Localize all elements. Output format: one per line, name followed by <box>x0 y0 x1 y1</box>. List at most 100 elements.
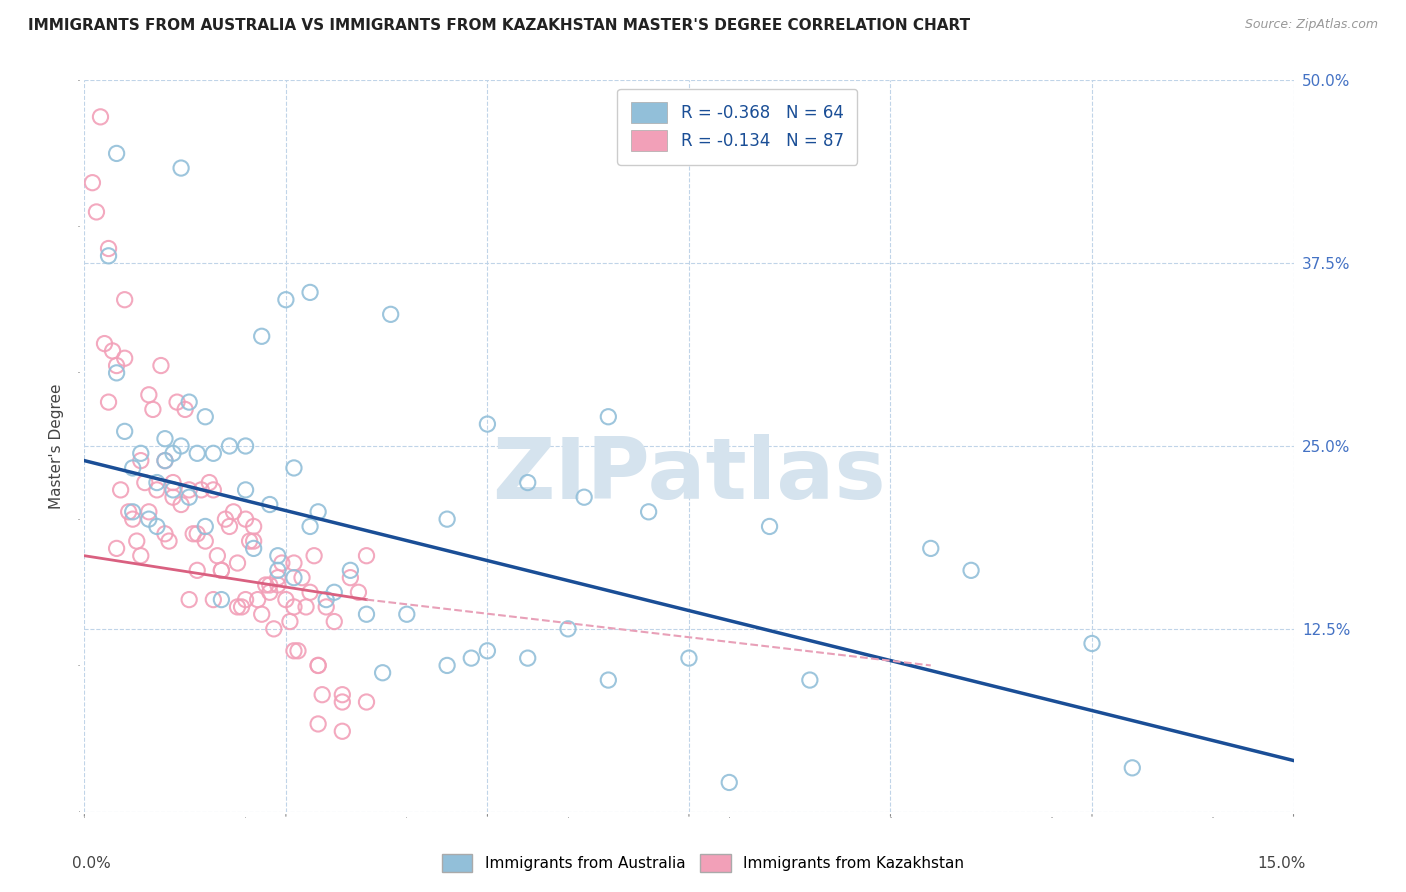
Point <box>153 453 176 467</box>
Point <box>218 519 240 533</box>
Point <box>226 556 249 570</box>
Y-axis label: Master's Degree: Master's Degree <box>49 384 63 508</box>
Point <box>207 549 229 563</box>
Point <box>270 556 292 570</box>
Point <box>598 409 620 424</box>
Point <box>598 673 620 687</box>
Point <box>146 475 169 490</box>
Point <box>209 592 232 607</box>
Point <box>186 526 208 541</box>
Point <box>323 585 346 599</box>
Point <box>516 651 538 665</box>
Point <box>250 607 273 622</box>
Point <box>114 425 136 439</box>
Point <box>194 534 217 549</box>
Point <box>259 585 281 599</box>
Point <box>299 285 322 300</box>
Point <box>129 549 152 563</box>
Point <box>194 409 217 424</box>
Point <box>179 592 201 607</box>
Point <box>134 475 156 490</box>
Point <box>114 293 136 307</box>
Point <box>307 505 329 519</box>
Point <box>235 592 257 607</box>
Point <box>222 505 245 519</box>
Point <box>718 775 741 789</box>
Point <box>380 307 402 321</box>
Point <box>339 563 361 577</box>
Point <box>142 402 165 417</box>
Point <box>202 483 225 497</box>
Point <box>146 483 169 497</box>
Point <box>436 658 458 673</box>
Point <box>118 505 141 519</box>
Point <box>1081 636 1104 650</box>
Point <box>267 571 290 585</box>
Point <box>315 592 337 607</box>
Point <box>97 242 120 256</box>
Point <box>218 439 240 453</box>
Point <box>105 359 128 373</box>
Point <box>162 490 184 504</box>
Point <box>242 519 264 533</box>
Point <box>235 512 257 526</box>
Point <box>186 563 208 577</box>
Point <box>153 453 176 467</box>
Point <box>516 475 538 490</box>
Point <box>299 585 322 599</box>
Point <box>246 592 269 607</box>
Point <box>231 599 253 614</box>
Point <box>149 359 172 373</box>
Point <box>295 599 318 614</box>
Point <box>299 519 322 533</box>
Point <box>105 541 128 556</box>
Point <box>436 512 458 526</box>
Point <box>194 519 217 533</box>
Text: IMMIGRANTS FROM AUSTRALIA VS IMMIGRANTS FROM KAZAKHSTAN MASTER'S DEGREE CORRELAT: IMMIGRANTS FROM AUSTRALIA VS IMMIGRANTS … <box>28 18 970 33</box>
Point <box>323 615 346 629</box>
Point <box>283 644 305 658</box>
Point <box>179 490 201 504</box>
Point <box>162 446 184 460</box>
Point <box>105 146 128 161</box>
Point <box>287 644 309 658</box>
Text: ZIPatlas: ZIPatlas <box>492 434 886 516</box>
Point <box>799 673 821 687</box>
Point <box>274 293 297 307</box>
Point <box>235 439 257 453</box>
Point <box>242 541 264 556</box>
Point <box>170 161 193 175</box>
Point <box>170 439 193 453</box>
Point <box>89 110 111 124</box>
Point <box>307 658 329 673</box>
Point <box>307 658 329 673</box>
Point <box>371 665 394 680</box>
Point <box>82 176 104 190</box>
Point <box>477 417 499 431</box>
Point <box>356 549 378 563</box>
Point <box>291 571 314 585</box>
Point <box>105 366 128 380</box>
Point <box>170 498 193 512</box>
Point <box>330 724 353 739</box>
Point <box>174 402 197 417</box>
Point <box>283 556 305 570</box>
Point <box>153 526 176 541</box>
Point <box>110 483 132 497</box>
Point <box>278 615 301 629</box>
Point <box>179 395 201 409</box>
Point <box>254 578 277 592</box>
Point <box>283 461 305 475</box>
Point <box>181 526 204 541</box>
Point <box>235 483 257 497</box>
Text: 15.0%: 15.0% <box>1257 855 1306 871</box>
Point <box>250 329 273 343</box>
Point <box>162 483 184 497</box>
Text: Source: ZipAtlas.com: Source: ZipAtlas.com <box>1244 18 1378 31</box>
Point <box>347 585 370 599</box>
Point <box>97 395 120 409</box>
Point <box>239 534 262 549</box>
Point <box>758 519 780 533</box>
Point <box>166 395 188 409</box>
Point <box>93 336 115 351</box>
